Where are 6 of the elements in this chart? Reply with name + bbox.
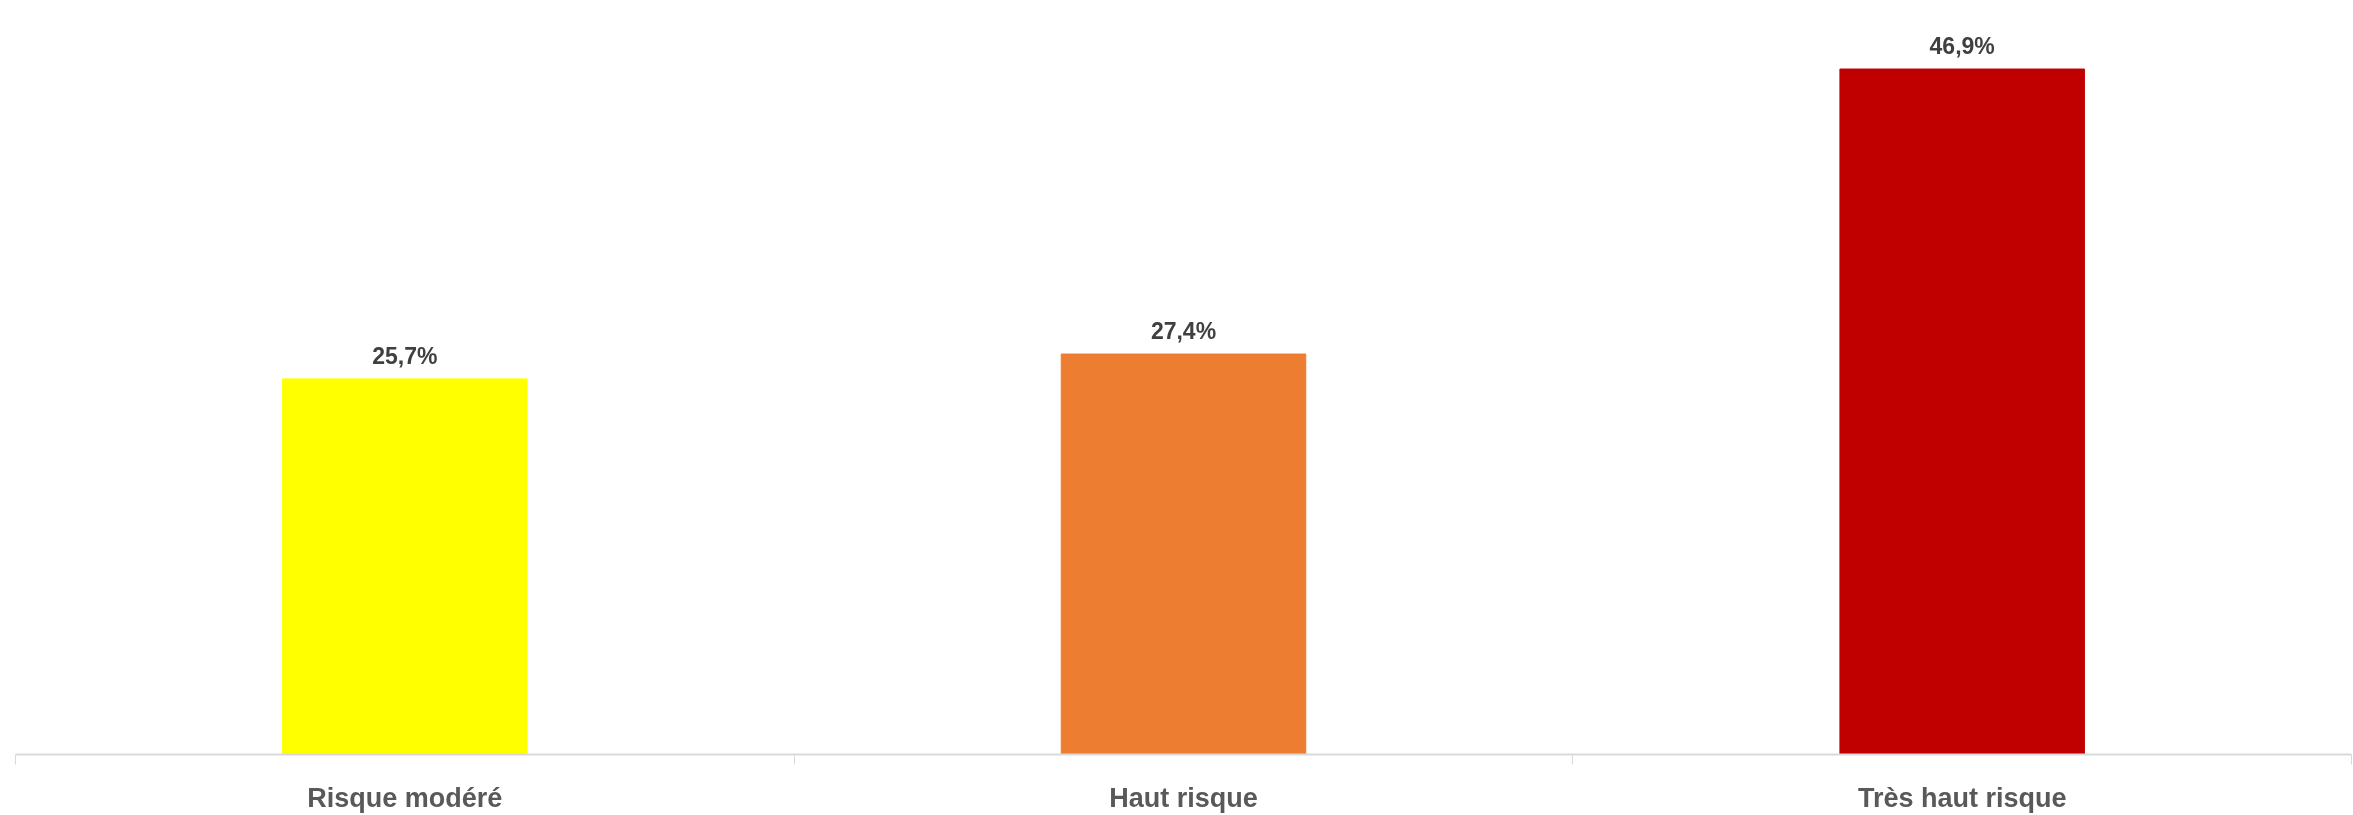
- x-tick-label: Très haut risque: [1857, 782, 2067, 813]
- x-tick-label: Haut risque: [1109, 782, 1258, 813]
- x-tick-label: Risque modéré: [307, 782, 503, 813]
- data-label: 46,9%: [1929, 33, 1995, 60]
- data-label: 27,4%: [1150, 318, 1217, 345]
- data-label: 25,7%: [372, 342, 438, 369]
